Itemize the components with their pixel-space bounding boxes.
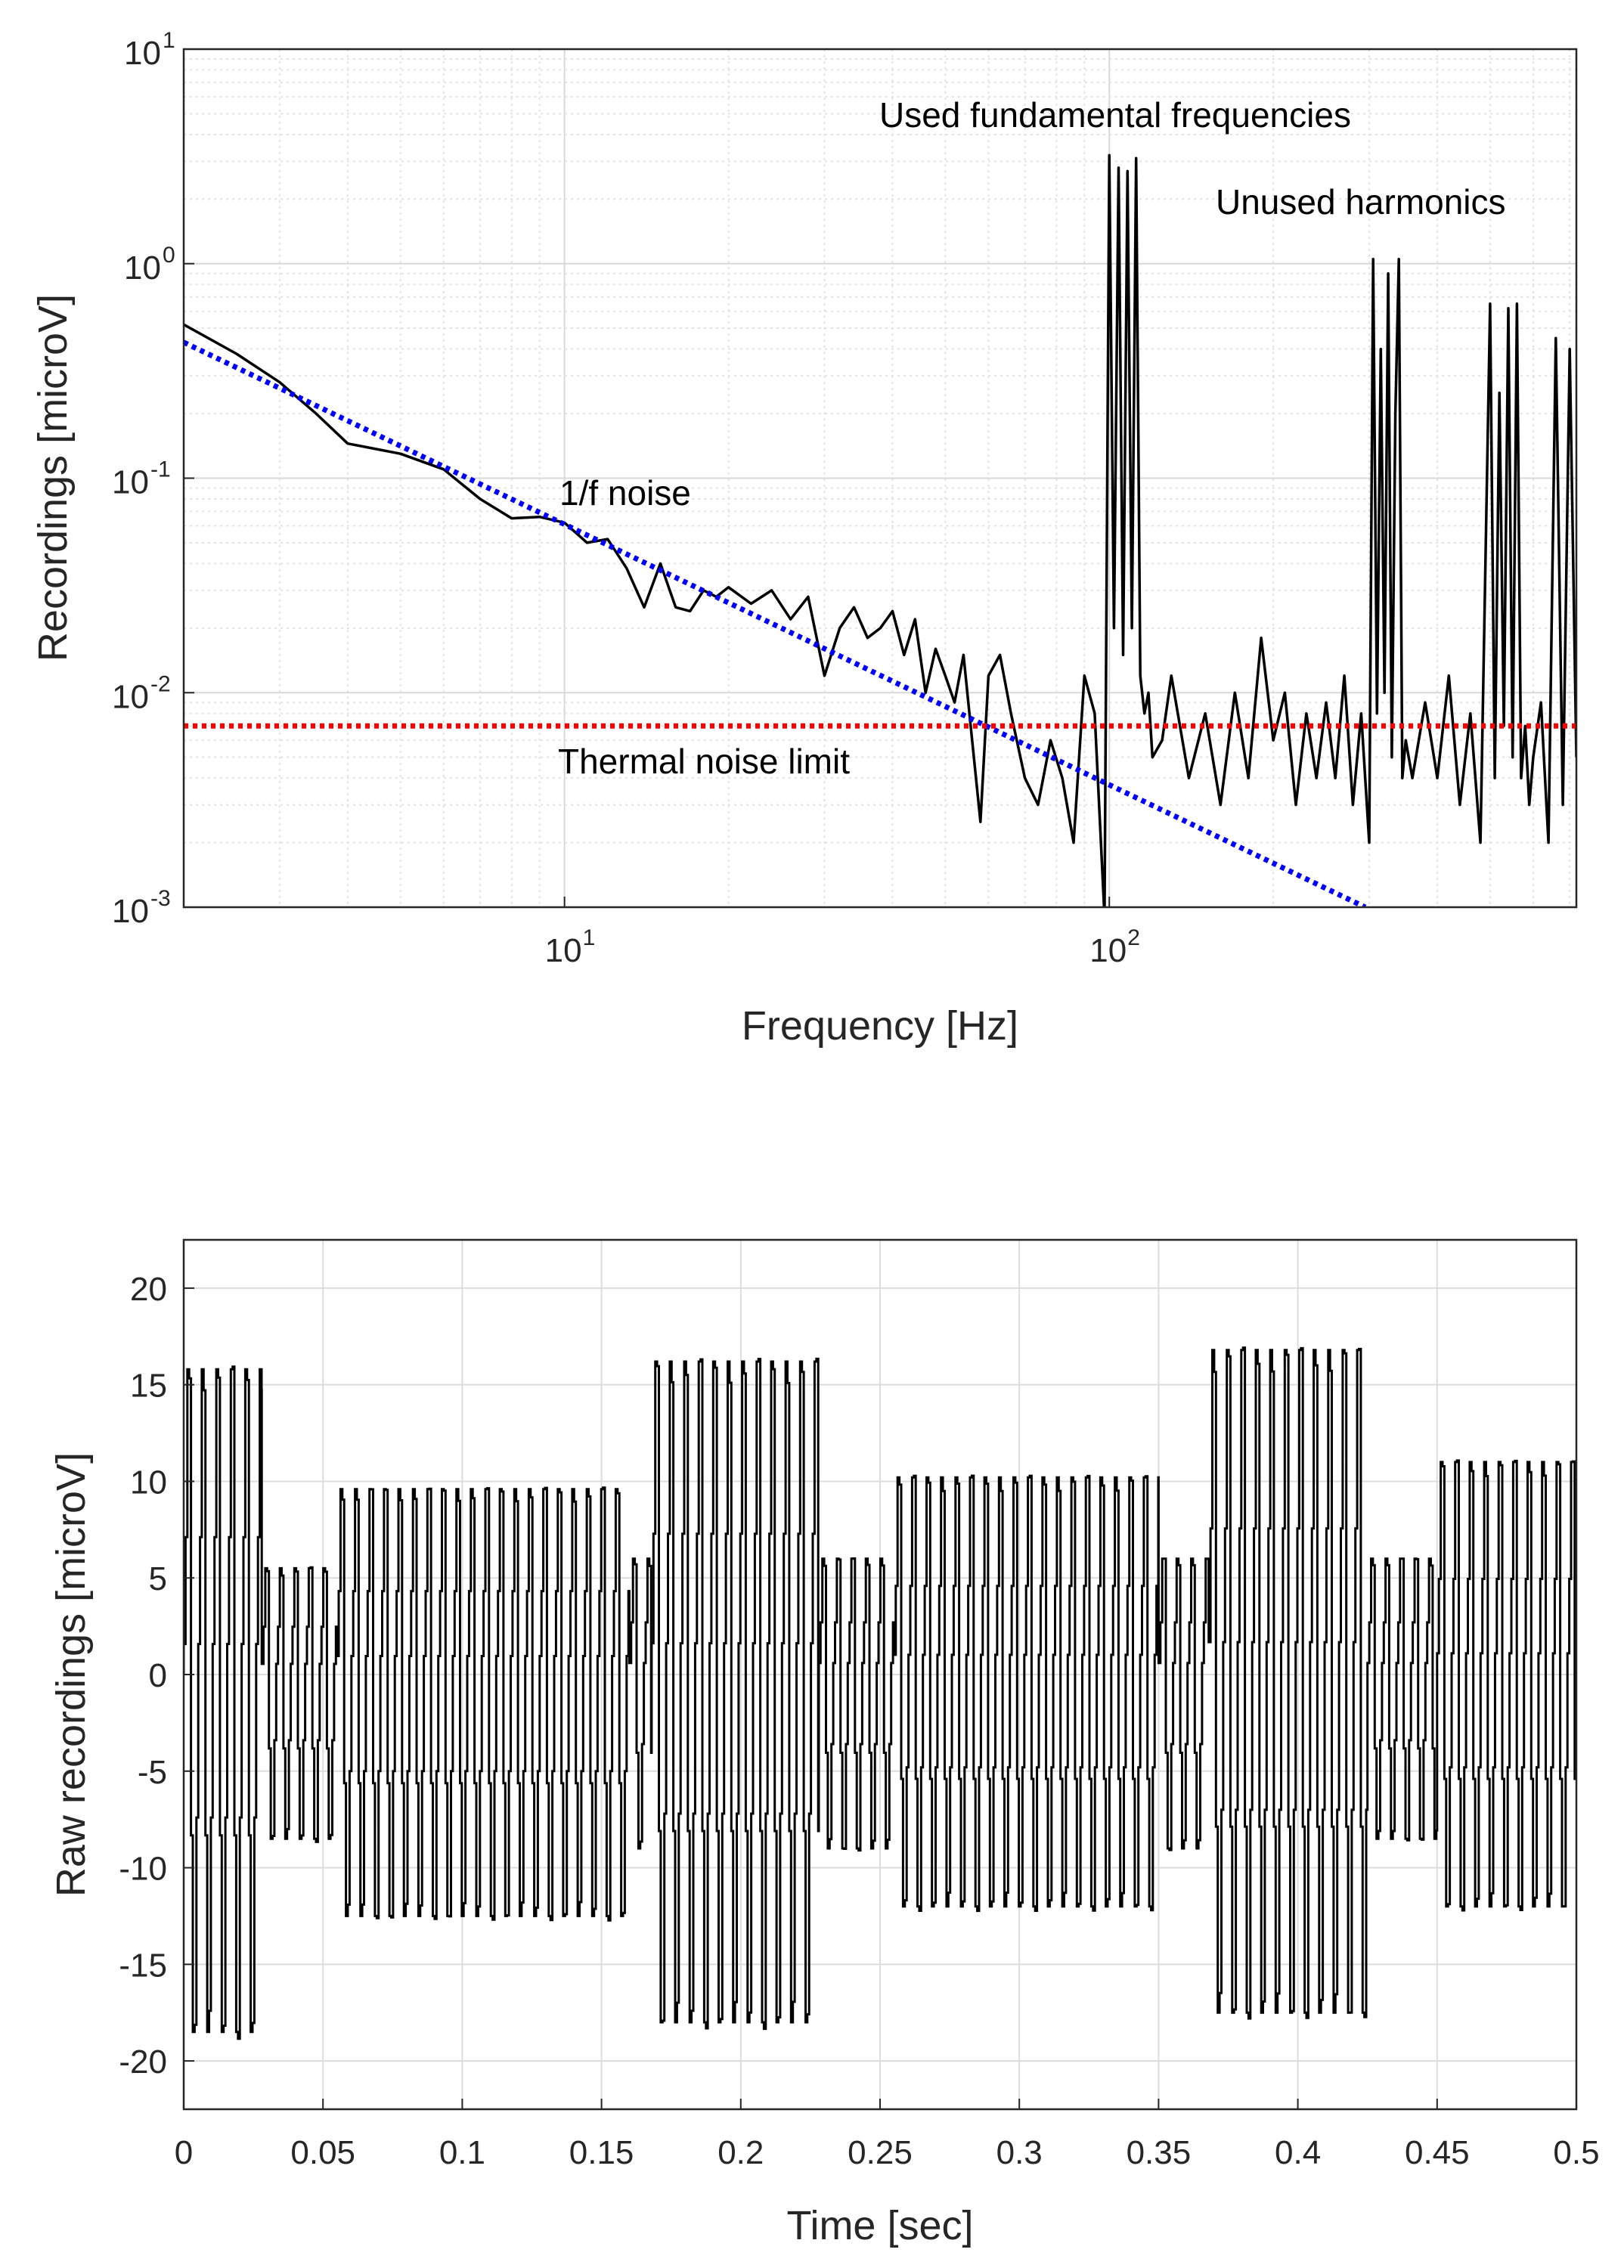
- raw-x-tick-label: 0.45: [1405, 2134, 1470, 2171]
- raw-y-axis-label: Raw recordings [microV]: [48, 1452, 94, 1897]
- spectrum-x-axis-label: Frequency [Hz]: [742, 1003, 1018, 1049]
- spectrum-y-tick-label: 10: [112, 464, 149, 501]
- raw-x-tick-label: 0.1: [439, 2134, 485, 2171]
- spectrum-y-axis-label: Recordings [microV]: [30, 294, 76, 662]
- annotation-thermal-noise: Thermal noise limit: [558, 742, 850, 781]
- spectrum-ticks: 10 1 10 210 -310 -210 -110 010 1: [112, 28, 1140, 969]
- spectrum-y-tick-label: 10: [112, 893, 149, 930]
- spectrum-y-tick-exponent: -1: [150, 457, 171, 482]
- spectrum-series: [184, 153, 1576, 907]
- raw-x-tick-label: 0.2: [717, 2134, 764, 2171]
- spectrum-grid: [184, 49, 1576, 907]
- raw-y-tick-label: 20: [130, 1271, 167, 1308]
- series-raw-recordings: [184, 1346, 1576, 2040]
- spectrum-y-tick-label: 10: [112, 678, 149, 715]
- spectrum-x-tick-exponent: 2: [1127, 925, 1140, 950]
- raw-x-tick-label: 0.25: [848, 2134, 913, 2171]
- raw-y-tick-label: -10: [119, 1851, 167, 1888]
- annotation-used-fundamental: Used fundamental frequencies: [879, 95, 1351, 135]
- raw-x-tick-label: 0: [175, 2134, 193, 2171]
- annotation-1f-noise: 1/f noise: [559, 473, 691, 513]
- spectrum-y-tick-exponent: -3: [150, 886, 171, 911]
- spectrum-x-tick-label: 10: [1089, 932, 1127, 969]
- raw-y-tick-label: 5: [149, 1560, 167, 1597]
- raw-series: [184, 1346, 1576, 2040]
- spectrum-x-tick-label: 10: [545, 932, 582, 969]
- raw-x-tick-label: 0.4: [1275, 2134, 1321, 2171]
- raw-signal-plot: 0 0.05 0.1 0.15 0.2 0.25 0.3 0.35 0.4 0.45 0.5 20 15…: [48, 1238, 1600, 2248]
- raw-x-tick-label: 0.5: [1553, 2134, 1599, 2171]
- raw-y-tick-label: 0: [149, 1657, 167, 1694]
- raw-x-tick-label: 0.15: [569, 2134, 634, 2171]
- raw-x-tick-label: 0.3: [996, 2134, 1043, 2171]
- raw-ticks: 0 0.05 0.1 0.15 0.2 0.25 0.3 0.35 0.4 0.45 0.5 20 15…: [119, 1271, 1599, 2171]
- raw-x-tick-label: 0.35: [1127, 2134, 1192, 2171]
- raw-y-tick-label: -5: [138, 1754, 167, 1791]
- spectrum-x-tick-exponent: 1: [583, 925, 596, 950]
- spectrum-y-tick-label: 10: [124, 249, 161, 287]
- spectrum-y-tick-exponent: 1: [163, 28, 175, 53]
- raw-y-tick-label: -15: [119, 1947, 167, 1984]
- raw-x-tick-label: 0.05: [290, 2134, 355, 2171]
- spectrum-y-tick-exponent: 0: [163, 243, 175, 268]
- spectrum-y-tick-label: 10: [124, 35, 161, 72]
- spectrum-y-tick-exponent: -2: [150, 671, 171, 696]
- raw-y-tick-label: -20: [119, 2043, 167, 2081]
- raw-x-axis-label: Time [sec]: [786, 2203, 973, 2248]
- spectrum-plot: 10 1 10 210 -310 -210 -110 010 1 Used fundamenta…: [30, 28, 1578, 1049]
- series-1-f-noise: [184, 339, 1367, 907]
- annotation-unused-harmonics: Unused harmonics: [1216, 182, 1506, 222]
- raw-y-tick-label: 10: [130, 1464, 167, 1501]
- raw-y-tick-label: 15: [130, 1368, 167, 1405]
